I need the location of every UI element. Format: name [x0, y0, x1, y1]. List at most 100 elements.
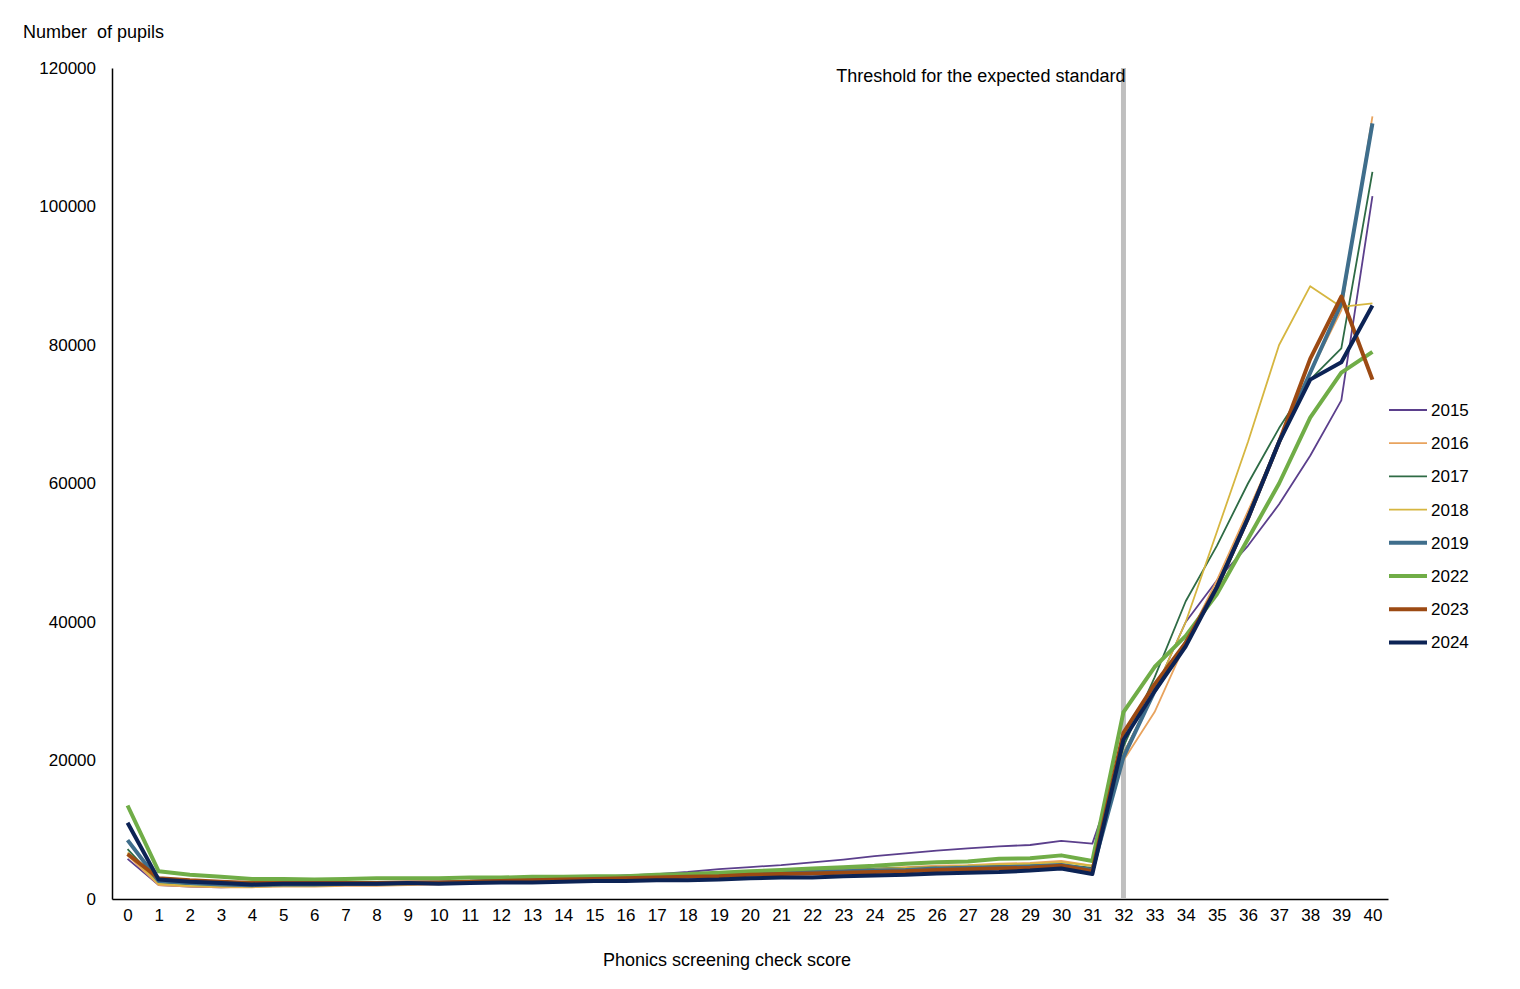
x-tick-label: 8: [372, 906, 381, 925]
x-tick: 15: [585, 899, 604, 925]
x-tick: 39: [1332, 899, 1351, 925]
x-tick: 22: [803, 899, 822, 925]
x-tick-label: 26: [928, 906, 947, 925]
x-tick: 38: [1301, 899, 1320, 925]
x-tick-label: 28: [990, 906, 1009, 925]
x-tick: 23: [834, 899, 853, 925]
x-tick-label: 20: [741, 906, 760, 925]
x-tick: 28: [990, 899, 1009, 925]
x-tick-label: 32: [1115, 906, 1134, 925]
x-tick-label: 37: [1270, 906, 1289, 925]
series-line: [128, 116, 1373, 887]
x-tick: 4: [248, 899, 257, 925]
legend-swatch: [1389, 409, 1427, 411]
x-tick-label: 34: [1177, 906, 1196, 925]
x-tick: 33: [1146, 899, 1165, 925]
x-tick-label: 24: [866, 906, 885, 925]
x-tick: 37: [1270, 899, 1289, 925]
x-tick-label: 39: [1332, 906, 1351, 925]
y-tick: 100000: [39, 197, 112, 216]
series-line: [128, 196, 1373, 887]
y-tick-label: 60000: [49, 474, 96, 493]
legend-swatch: [1389, 442, 1427, 444]
legend-label: 2022: [1431, 567, 1469, 586]
legend-label: 2016: [1431, 434, 1469, 453]
y-tick: 120000: [39, 59, 112, 78]
x-tick-label: 36: [1239, 906, 1258, 925]
x-tick: 19: [710, 899, 729, 925]
series-line: [128, 306, 1373, 885]
legend-swatch: [1389, 509, 1427, 511]
x-tick: 10: [430, 899, 449, 925]
x-tick-label: 14: [554, 906, 573, 925]
x-tick: 21: [772, 899, 791, 925]
y-tick: 40000: [49, 613, 112, 632]
x-tick-label: 2: [186, 906, 195, 925]
chart: 0123456789101112131415161718192021222324…: [0, 0, 1520, 989]
x-tick: 35: [1208, 899, 1227, 925]
x-tick-label: 30: [1052, 906, 1071, 925]
x-tick-label: 33: [1146, 906, 1165, 925]
y-tick-label: 20000: [49, 751, 96, 770]
x-tick-label: 18: [679, 906, 698, 925]
y-tick: 80000: [49, 336, 112, 355]
x-tick: 16: [617, 899, 636, 925]
y-tick-label: 0: [87, 890, 96, 909]
y-tick-label: 100000: [39, 197, 96, 216]
y-tick: 20000: [49, 751, 112, 770]
legend-label: 2018: [1431, 501, 1469, 520]
x-axis-line: [113, 899, 1389, 901]
x-tick-label: 7: [341, 906, 350, 925]
series-line: [128, 297, 1373, 884]
x-tick-label: 22: [803, 906, 822, 925]
legend-swatch: [1389, 607, 1427, 611]
y-tick: 60000: [49, 474, 112, 493]
x-tick-label: 1: [154, 906, 163, 925]
legend-label: 2024: [1431, 633, 1469, 652]
x-tick: 30: [1052, 899, 1071, 925]
x-tick-label: 38: [1301, 906, 1320, 925]
series-line: [128, 286, 1373, 886]
x-tick-label: 19: [710, 906, 729, 925]
x-tick: 2: [186, 899, 195, 925]
x-tick: 11: [462, 899, 480, 925]
x-tick-label: 10: [430, 906, 449, 925]
x-tick-label: 31: [1083, 906, 1102, 925]
x-tick-label: 29: [1021, 906, 1040, 925]
x-tick: 8: [372, 899, 381, 925]
x-tick: 17: [648, 899, 667, 925]
x-tick-label: 27: [959, 906, 978, 925]
series-line: [128, 172, 1373, 886]
x-tick-label: 9: [403, 906, 412, 925]
x-tick-label: 3: [217, 906, 226, 925]
x-tick: 0: [123, 899, 132, 925]
legend-swatch: [1389, 541, 1427, 545]
y-axis-line: [112, 69, 114, 900]
x-tick: 20: [741, 899, 760, 925]
legend-label: 2019: [1431, 534, 1469, 553]
x-tick: 6: [310, 899, 319, 925]
x-tick: 1: [154, 899, 163, 925]
y-axis-title: Number of pupils: [23, 22, 164, 42]
x-axis-title: Phonics screening check score: [603, 950, 851, 970]
y-axis: 0 20000 40000 60000 80000 100000 120000: [39, 59, 112, 909]
x-tick-label: 17: [648, 906, 667, 925]
x-tick-label: 5: [279, 906, 288, 925]
x-tick-label: 16: [617, 906, 636, 925]
x-tick-label: 25: [897, 906, 916, 925]
legend-swatch: [1389, 640, 1427, 644]
x-tick: 13: [523, 899, 542, 925]
x-tick-label: 12: [492, 906, 511, 925]
x-tick: 25: [897, 899, 916, 925]
plot-area: [128, 68, 1373, 899]
x-tick-label: 0: [123, 906, 132, 925]
legend: 20152016201720182019202220232024: [1389, 401, 1469, 652]
y-tick-label: 40000: [49, 613, 96, 632]
x-tick-label: 35: [1208, 906, 1227, 925]
x-tick: 29: [1021, 899, 1040, 925]
x-tick-label: 6: [310, 906, 319, 925]
y-tick-label: 120000: [39, 59, 96, 78]
x-tick: 32: [1115, 899, 1134, 925]
legend-label: 2023: [1431, 600, 1469, 619]
legend-swatch: [1389, 475, 1427, 477]
